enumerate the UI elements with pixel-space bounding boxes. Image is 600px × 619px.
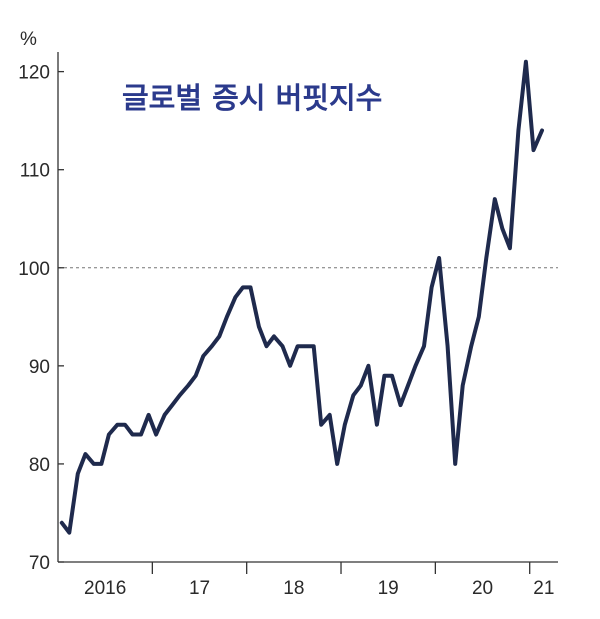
data-point [382, 374, 386, 378]
data-point [296, 344, 300, 348]
data-point [493, 197, 497, 201]
data-point [406, 383, 410, 388]
x-tick-label: 2016 [84, 578, 126, 599]
data-point [210, 344, 214, 348]
data-point [366, 364, 370, 368]
data-point [201, 354, 205, 358]
data-point [178, 393, 182, 397]
data-point [328, 413, 332, 417]
data-point [186, 383, 190, 388]
data-point [147, 413, 151, 417]
axes [57, 52, 558, 574]
data-point [115, 423, 119, 427]
data-point [304, 344, 308, 348]
y-tick-label: 100 [18, 259, 50, 280]
data-point [67, 531, 71, 535]
data-point [319, 423, 323, 427]
data-point [430, 285, 434, 289]
y-tick-label: 110 [20, 161, 50, 182]
data-point [500, 226, 504, 231]
data-point [139, 432, 143, 437]
data-point [233, 295, 237, 299]
data-point [163, 413, 167, 417]
x-tick-label: 17 [189, 578, 210, 599]
tick-labels: 70 80 90 100 110 120 2016 17 18 19 20 21 [18, 63, 554, 599]
data-point [99, 462, 103, 466]
data-point [225, 315, 229, 319]
data-point [83, 452, 87, 456]
data-point [248, 285, 253, 289]
x-tick-label: 19 [378, 578, 399, 599]
y-axis-unit: % [20, 29, 37, 50]
data-point [484, 256, 488, 260]
data-point [194, 374, 198, 378]
series-line [59, 59, 544, 535]
chart-title: 글로벌 증시 버핏지수 [122, 81, 382, 115]
data-point [461, 383, 465, 388]
data-point [343, 423, 347, 427]
data-point [477, 315, 481, 319]
data-point [398, 403, 403, 407]
series-group [59, 59, 544, 535]
x-tick-label: 20 [472, 578, 493, 599]
y-tick-label: 80 [29, 455, 50, 476]
y-tick-label: 90 [29, 357, 50, 378]
data-point [280, 344, 285, 348]
data-point [413, 364, 418, 368]
data-point [170, 403, 174, 407]
data-point [446, 344, 450, 348]
data-point [469, 344, 473, 348]
data-point [107, 432, 111, 437]
data-point [154, 432, 158, 437]
data-point [257, 325, 261, 329]
data-point [375, 423, 379, 427]
data-point [508, 246, 512, 250]
data-point [524, 60, 528, 64]
data-point [272, 334, 276, 338]
data-point [335, 462, 339, 466]
data-point [76, 472, 80, 476]
data-point [531, 148, 536, 152]
data-point [359, 383, 363, 388]
x-tick-label: 21 [533, 578, 554, 599]
data-point [516, 128, 521, 133]
data-point [92, 462, 96, 466]
data-point [60, 521, 64, 525]
data-point [437, 256, 441, 260]
data-point [453, 462, 457, 466]
data-point [123, 423, 127, 427]
y-tick-label: 70 [29, 553, 50, 574]
data-point [422, 344, 426, 348]
data-point [241, 285, 245, 289]
data-point [288, 364, 292, 368]
data-point [130, 432, 135, 437]
data-point [540, 128, 544, 133]
data-point [351, 393, 355, 397]
data-point [312, 344, 316, 348]
data-point [390, 374, 394, 378]
data-point [217, 334, 221, 338]
x-tick-label: 18 [283, 578, 304, 599]
y-tick-label: 120 [18, 63, 50, 84]
data-point [264, 344, 269, 348]
